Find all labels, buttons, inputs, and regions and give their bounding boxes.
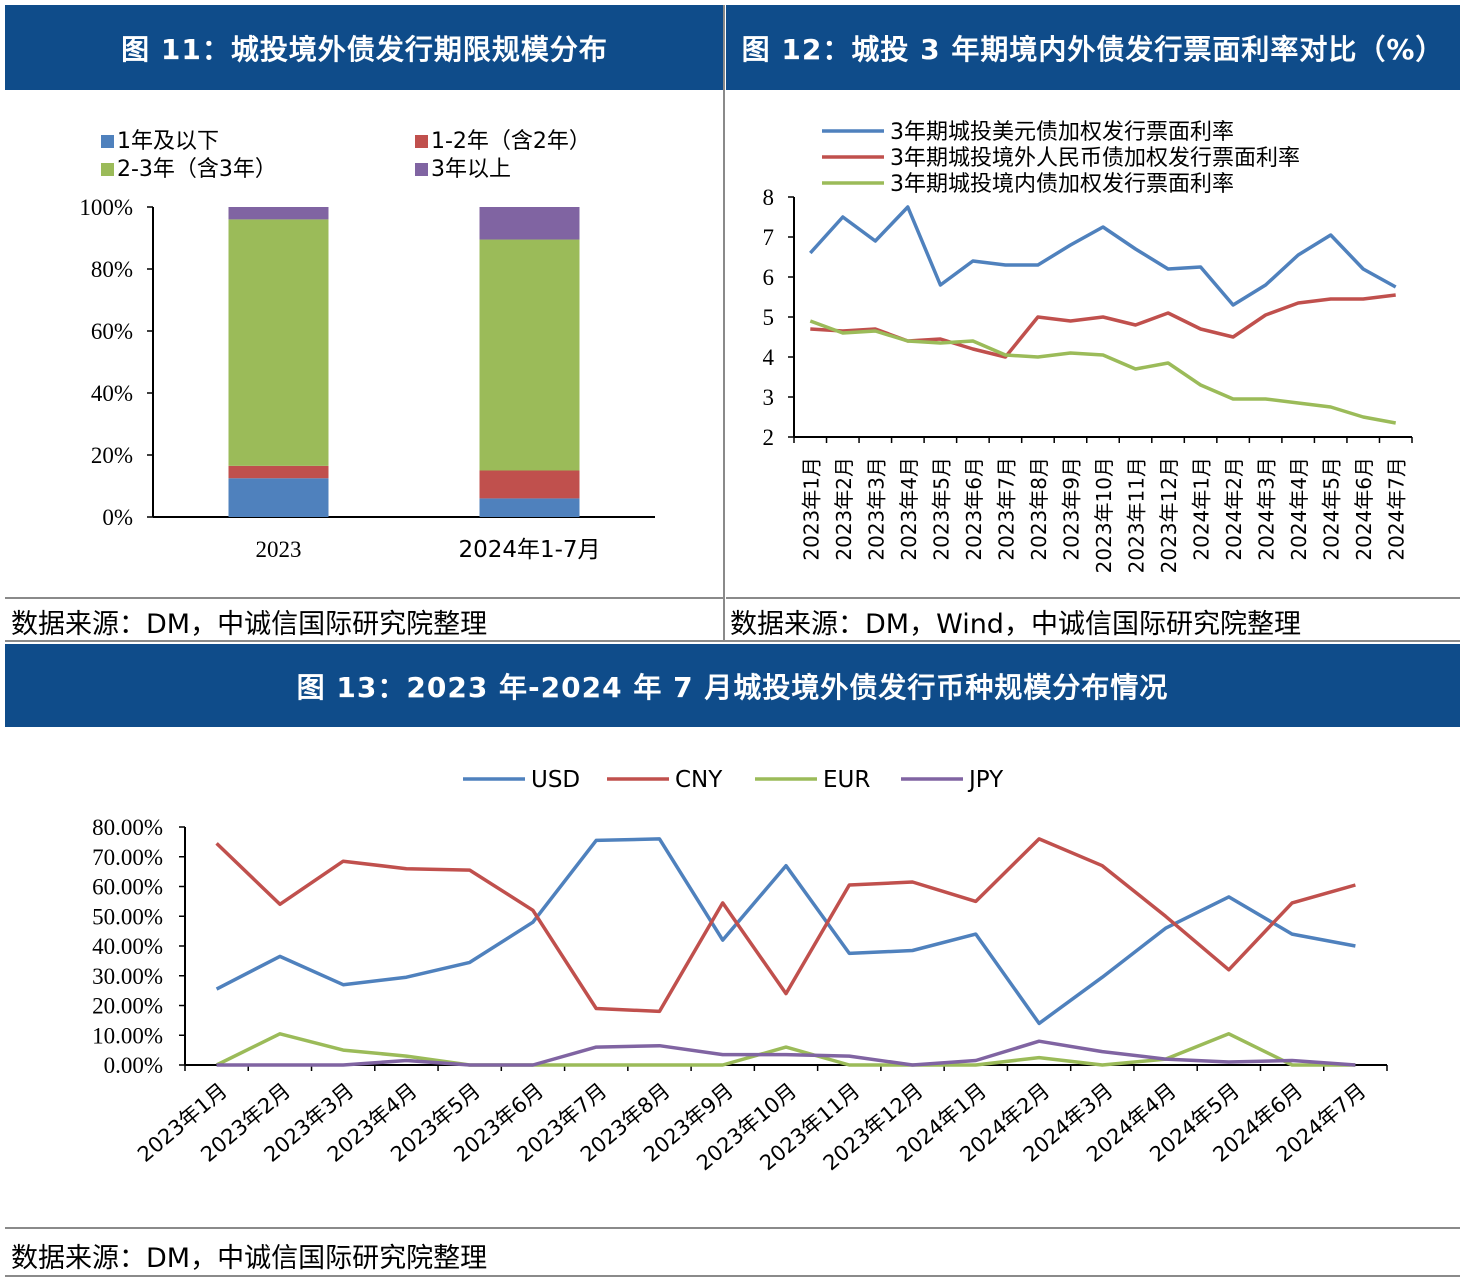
fig13-y-tick-label: 10.00% [92,1023,163,1048]
fig11-bar-segment [228,207,329,220]
fig12-x-tick-label: 2024年1月 [1190,457,1214,561]
fig11-source: 数据来源：DM，中诚信国际研究院整理 [11,609,488,640]
fig12-x-tick-label: 2024年4月 [1287,457,1311,561]
fig11-legend-label: 1-2年（含2年） [431,129,591,154]
panel-fig11: 图 11：城投境外债发行期限规模分布 1年及以下 1-2年（含2年） 2-3年（含3… [5,5,724,641]
fig11-legend-swatch [101,163,114,176]
panel-divider [723,5,725,641]
fig12-y-tick-label: 8 [763,185,775,210]
fig12-y-tick-label: 2 [763,425,775,450]
fig12-x-tick-label: 2024年6月 [1352,457,1376,561]
fig12-x-tick-label: 2023年5月 [929,457,953,561]
fig12-x-tick-label: 2023年10月 [1092,457,1116,573]
fig11-bar-segment [479,207,580,240]
fig12-source: 数据来源：DM，Wind，中诚信国际研究院整理 [730,609,1301,640]
fig12-legend-label: 3年期城投美元债加权发行票面利率 [890,120,1234,145]
fig12-x-tick-label: 2023年12月 [1157,457,1181,573]
fig13-series-line [215,837,1356,1026]
fig11-bar-segment [479,239,580,471]
fig12-y-tick-label: 3 [763,385,775,410]
fig13-legend-label: CNY [675,767,723,793]
fig11-bar-segment [479,470,580,499]
fig13-series-line [215,837,1356,1014]
fig12-x-tick-label: 2023年1月 [799,457,823,561]
fig12-title: 图 12：城投 3 年期境内外债发行票面利率对比（%） [726,5,1460,90]
fig12-y-tick-label: 7 [763,225,775,250]
fig12-x-tick-label: 2023年11月 [1125,457,1149,573]
fig12-x-tick-label: 2023年2月 [832,457,856,561]
fig12-series-line [810,293,1396,359]
fig11-title: 图 11：城投境外债发行期限规模分布 [5,5,724,90]
panel-fig13: 图 13：2023 年-2024 年 7 月城投境外债发行币种规模分布情况 US… [5,644,1460,1280]
fig12-series-line [809,319,1397,425]
fig12-x-tick-label: 2023年3月 [864,457,888,561]
fig11-y-tick-label: 100% [79,195,133,220]
fig12-chart: 3年期城投美元债加权发行票面利率3年期城投境外人民币债加权发行票面利率3年期城投… [763,120,1413,573]
fig13-title: 图 13：2023 年-2024 年 7 月城投境外债发行币种规模分布情况 [5,644,1460,727]
fig11-legend-label: 1年及以下 [117,129,219,154]
fig11-chart: 1年及以下 1-2年（含2年） 2-3年（含3年） 3年以上 0% 20% 40% 60% 80… [79,129,655,563]
fig11-y-tick-label: 60% [91,319,133,344]
fig13-y-tick-label: 0.00% [104,1053,163,1078]
fig11-y-tick-label: 80% [91,257,133,282]
fig13-chart: USD CNY EUR JPY 0.00% 10.00% 20.00% 30.00% 40.00… [92,767,1388,1175]
fig13-series-line [216,1039,1356,1067]
fig11-legend-swatch [415,135,428,148]
fig13-y-tick-label: 40.00% [92,934,163,959]
fig13-legend-label: JPY [967,767,1004,793]
fig13-legend-label: USD [531,767,580,793]
fig11-y-tick-label: 40% [91,381,133,406]
fig11-y-tick-label: 0% [102,505,133,530]
fig13-y-tick-label: 50.00% [92,904,163,929]
fig12-y-tick-label: 6 [763,265,775,290]
fig11-bar-segment [228,478,329,517]
fig11-legend-label: 3年以上 [431,157,511,182]
fig12-x-tick-label: 2024年7月 [1385,457,1409,561]
fig12-x-tick-label: 2024年2月 [1222,457,1246,561]
fig12-x-tick-label: 2024年3月 [1255,457,1279,561]
fig11-bar-segment [228,219,329,466]
fig11-legend-swatch [101,135,114,148]
fig11-legend-label: 2-3年（含3年） [117,157,277,182]
fig11-x-tick-label: 2024年1-7月 [458,537,600,563]
fig11-y-tick-label: 20% [91,443,133,468]
fig12-x-tick-label: 2023年8月 [1027,457,1051,561]
fig12-legend-label: 3年期城投境内债加权发行票面利率 [890,172,1234,197]
fig12-x-tick-label: 2023年9月 [1059,457,1083,561]
fig12-x-tick-label: 2023年7月 [994,457,1018,561]
fig11-legend-swatch [415,163,428,176]
fig11-bar-segment [479,498,580,517]
fig13-y-tick-label: 60.00% [92,875,163,900]
fig13-y-tick-label: 20.00% [92,994,163,1019]
fig12-y-tick-label: 4 [763,345,775,370]
fig11-bar-segment [228,465,329,479]
fig12-legend-label: 3年期城投境外人民币债加权发行票面利率 [890,146,1300,171]
panel-fig12: 图 12：城投 3 年期境内外债发行票面利率对比（%） 3年期城投美元债加权发行… [726,5,1460,641]
fig13-y-tick-label: 30.00% [92,964,163,989]
fig12-y-tick-label: 5 [763,305,775,330]
fig12-x-tick-label: 2023年4月 [897,457,921,561]
fig13-source: 数据来源：DM，中诚信国际研究院整理 [11,1243,488,1274]
fig12-series-line [809,205,1397,307]
fig13-y-tick-label: 80.00% [92,815,163,840]
fig12-x-tick-label: 2024年5月 [1320,457,1344,561]
fig13-legend-label: EUR [823,767,870,793]
fig12-x-tick-label: 2023年6月 [962,457,986,561]
fig13-y-tick-label: 70.00% [92,845,163,870]
fig11-x-tick-label: 2023 [256,537,302,562]
